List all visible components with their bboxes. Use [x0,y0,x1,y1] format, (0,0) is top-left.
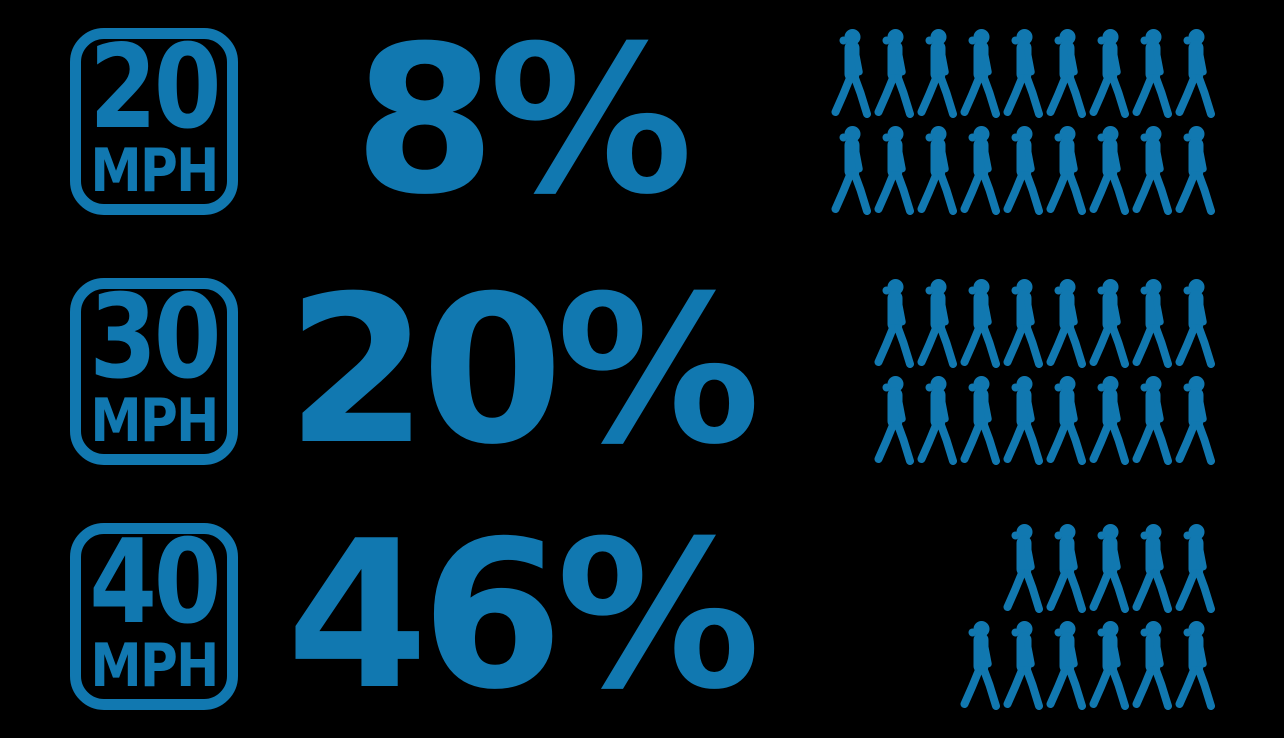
walking-person-icon [1132,376,1172,465]
walking-person-icon [1046,279,1086,368]
walking-person-icon [1175,376,1215,465]
walking-person-icon [1046,621,1086,710]
speed-row-20mph: 20 MPH 8% [0,2,1284,240]
pedestrian-icons-row [831,125,1215,215]
speed-value: 40 [89,514,222,650]
walking-person-icon [1089,376,1129,465]
percent-label: 20% [286,252,760,490]
walking-person-icon [1132,29,1172,118]
walking-person-icon [960,376,1000,465]
walking-person-icon [1089,279,1129,368]
speed-value: 30 [89,269,222,405]
walking-person-icon [831,126,871,215]
walking-person-icon [1089,621,1129,710]
pedestrian-icons-row [831,28,1215,118]
pedestrian-icons-row [874,375,1215,465]
pedestrian-icons-group [874,278,1215,465]
walking-person-icon [1089,29,1129,118]
walking-person-icon [917,279,957,368]
pedestrian-icons-row [1003,523,1215,613]
walking-person-icon [1003,29,1043,118]
walking-person-icon [960,29,1000,118]
pedestrian-icons-group [831,28,1215,215]
walking-person-icon [1132,126,1172,215]
walking-person-icon [960,126,1000,215]
walking-person-icon [1132,621,1172,710]
speed-unit: MPH [90,386,219,457]
walking-person-icon [831,29,871,118]
walking-person-icon [1046,524,1086,613]
walking-person-icon [874,279,914,368]
walking-person-icon [874,126,914,215]
walking-person-icon [1175,524,1215,613]
percent-label: 8% [353,2,693,240]
walking-person-icon [1175,279,1215,368]
pedestrian-icons-row [874,278,1215,368]
speed-row-30mph: 30 MPH 20% [0,252,1284,490]
walking-person-icon [1003,376,1043,465]
speed-limit-sign-40: 40 MPH [70,523,238,710]
walking-person-icon [1089,126,1129,215]
walking-person-icon [1046,29,1086,118]
walking-person-icon [1003,126,1043,215]
speed-value: 20 [89,19,222,155]
walking-person-icon [1132,279,1172,368]
walking-person-icon [1132,524,1172,613]
walking-person-icon [1003,621,1043,710]
walking-person-icon [1175,29,1215,118]
walking-person-icon [1046,126,1086,215]
speed-limit-sign-30: 30 MPH [70,278,238,465]
pedestrian-icons-group [960,523,1215,710]
walking-person-icon [1175,621,1215,710]
walking-person-icon [1003,524,1043,613]
walking-person-icon [917,126,957,215]
walking-person-icon [874,376,914,465]
speed-unit: MPH [90,631,219,702]
speed-limit-sign-20: 20 MPH [70,28,238,215]
speed-unit: MPH [90,136,219,207]
walking-person-icon [1089,524,1129,613]
walking-person-icon [1175,126,1215,215]
speed-row-40mph: 40 MPH 46% [0,497,1284,735]
walking-person-icon [917,29,957,118]
percent-label: 46% [286,497,760,735]
pedestrian-icons-row [960,620,1215,710]
walking-person-icon [960,279,1000,368]
walking-person-icon [874,29,914,118]
walking-person-icon [917,376,957,465]
walking-person-icon [1046,376,1086,465]
walking-person-icon [1003,279,1043,368]
walking-person-icon [960,621,1000,710]
